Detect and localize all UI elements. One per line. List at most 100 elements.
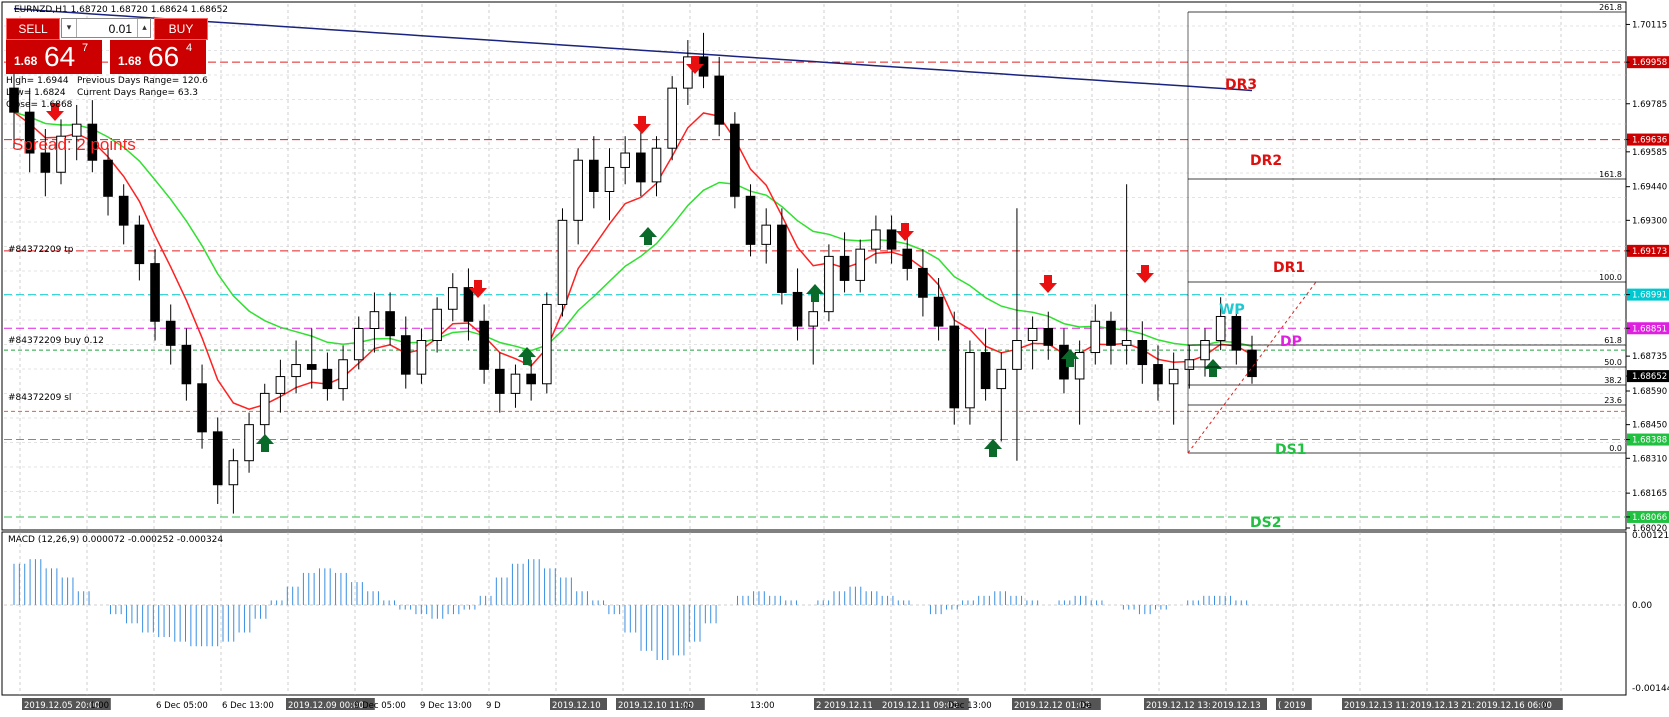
fib-label: 38.2 [1604,376,1622,385]
fib-label: 23.6 [1604,396,1622,405]
candle-body [542,303,552,385]
buy-signal-arrow-icon [256,434,274,452]
candle-body [322,368,333,390]
candle-body [824,255,834,313]
candle-body [385,311,395,337]
time-label: 2019.12.12 13:00 [1146,701,1222,711]
candle-body [589,159,599,192]
sell-signal-arrow-icon [469,280,487,298]
buy-signal-arrow-icon [806,284,824,302]
time-label: 0 [1542,701,1547,711]
price-tick-label: 1.68991 [1632,291,1667,301]
candle-body [620,152,630,168]
buy-price-pips: 66 [148,41,180,72]
candle-body [494,368,505,394]
candle-body [965,352,975,409]
candle-body [56,135,66,173]
time-tag [286,698,375,710]
candle-body [24,111,35,154]
time-tag [1408,698,1492,710]
price-tag [1627,433,1669,446]
lot-decrease-icon[interactable]: ▾ [62,19,77,37]
lot-size-input[interactable]: 0.01 [61,18,151,38]
candle-body [557,219,568,305]
time-tag [616,698,705,710]
time-tag [1012,698,1101,710]
candle-body [463,287,474,322]
buy-price[interactable]: 1.68 66 4 [110,40,206,74]
info-high: High= 1.6944 [6,76,69,86]
time-label: 6 Dec 05:00 [156,701,208,711]
time-axis: 2019.12.05 20:001:00 6 Dec 05:00 6 Dec 13:… [22,698,1563,711]
candle-body [871,229,881,250]
price-tick-label: 1.69300 [1632,216,1667,226]
candle-body [259,392,270,426]
pivot-ds2: DS2 [1250,515,1281,531]
candle-body [745,195,756,245]
time-tag [1474,698,1563,710]
candle-body [275,376,286,394]
price-tick-label: 1.69636 [1632,136,1667,146]
buy-button[interactable]: BUY [154,18,208,40]
candle-body [306,364,317,370]
time-tag [1276,698,1312,710]
buy-signal-arrow-icon [984,439,1002,457]
candle-body [667,87,677,149]
price-tick-label: 1.68851 [1632,324,1667,334]
candle-body [683,56,693,89]
pivot-wp: WP [1219,302,1245,318]
order-tp-label: #84372209 tp [8,245,74,255]
candle-body [855,248,866,281]
sell-signal-arrow-icon [1039,275,1057,293]
pivot-dr2: DR2 [1250,153,1282,169]
sell-button[interactable]: SELL [6,18,60,40]
time-label: 2019.12.13 21:0 [1410,701,1480,711]
macd-tick-bottom: -0.001443 [1632,684,1669,694]
candle-body [1200,340,1210,361]
price-tick-label: 1.70115 [1632,20,1667,30]
candle-body [949,325,960,409]
buy-price-prefix: 1.68 [118,54,142,68]
price-tag [1627,288,1669,301]
macd-tick-top: 0.001213 [1632,531,1669,541]
candle-body [228,460,239,486]
fib-label: 161.8 [1599,170,1622,179]
candle-body [71,123,82,137]
time-label: Dec 13:00 [948,701,992,711]
time-label: 2019.12.16 06:00 [1476,701,1552,711]
candle-body [777,224,787,293]
candle-body [134,224,145,265]
candle-body [808,311,819,327]
time-label: 2019.12.05 20:00 [24,701,100,711]
time-tag [550,698,607,710]
time-label: 2019.12.09 00:00 [288,701,364,711]
macd-pane[interactable] [1,531,1627,696]
candle-body [1121,340,1132,346]
fibonacci: 261.8 161.8 100.0 61.8 50.0 38.2 23.6 0.0 [1187,3,1626,454]
horizontal-levels [4,61,1626,518]
price-axis: 1.70115 1.69958 1.69785 1.69636 1.69585 1.694… [1626,20,1669,534]
sell-price-pips: 64 [44,41,76,72]
time-label: 2019.12.13 [1212,701,1261,711]
candle-body [432,308,442,342]
candle-body [150,263,160,322]
ma-navy-line [13,8,1253,92]
candle-body [1153,364,1163,385]
sell-price-prefix: 1.68 [14,54,38,68]
lot-increase-icon[interactable]: ▴ [137,19,151,37]
candle-body [40,152,51,173]
one-click-trade-panel: SELL 0.01 ▾ ▴ BUY 1.68 64 7 1.68 66 4 [6,18,216,74]
candle-body [1090,320,1101,354]
buy-price-point: 4 [186,42,193,54]
sell-price[interactable]: 1.68 64 7 [6,40,102,74]
time-label: 2019.12.11 09:00 [882,701,958,711]
candle-body [165,320,176,346]
price-tick-label: 1.69173 [1632,247,1667,257]
order-sl-label: #84372209 sl [8,393,71,403]
candle-body [761,224,772,245]
time-label: 2019.12.10 11:00 [618,701,694,711]
fib-label: 61.8 [1604,336,1622,345]
sell-price-point: 7 [82,42,89,54]
